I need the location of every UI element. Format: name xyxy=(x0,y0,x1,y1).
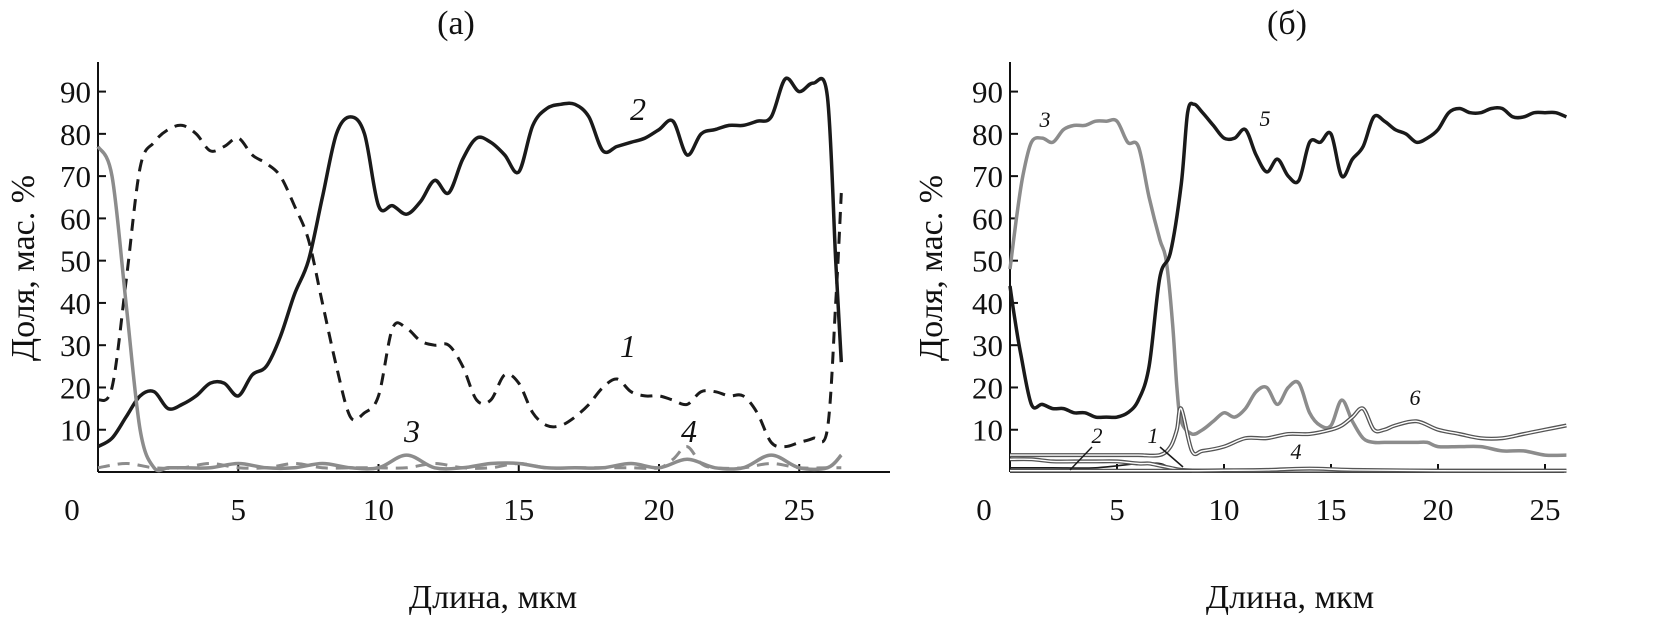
panel-a-axes xyxy=(97,62,890,473)
panel-b-series-5 xyxy=(1008,101,1568,420)
panel-b-x-axis-title: Длина, мкм xyxy=(1206,579,1374,616)
panel-b-y-tick-label: 60 xyxy=(972,201,1003,236)
panel-b-series-6-inner xyxy=(1010,407,1567,457)
panel-a-y-tick-label: 60 xyxy=(60,201,91,236)
panel-b-x-tick-label: 20 xyxy=(1423,492,1454,527)
panel-b-curve-label-5: 5 xyxy=(1260,106,1271,131)
panel-a-y-tick-label: 80 xyxy=(60,117,91,152)
panel-a-y-axis-title: Доля, мас. % xyxy=(5,175,42,361)
panel-b-curve-label-2: 2 xyxy=(1092,423,1103,448)
panel-b-label: (б) xyxy=(1267,5,1307,42)
panel-a-x-tick-label: 5 xyxy=(231,492,247,527)
panel-a-x-tick-label: 20 xyxy=(644,492,675,527)
panel-b-curve-label-3: 3 xyxy=(1039,107,1051,132)
panel-a-curve-label-1: 1 xyxy=(620,328,636,364)
panel-a-curve-label-3: 3 xyxy=(403,413,420,449)
panel-b-y-tick-label: 20 xyxy=(972,370,1003,405)
panel-b-x-tick-label: 15 xyxy=(1316,492,1347,527)
panel-b-x-tick-label: 5 xyxy=(1109,492,1125,527)
panel-b-curve-label-1: 1 xyxy=(1148,423,1159,448)
panel-a-x-tick-label: 25 xyxy=(784,492,815,527)
panel-a-series-4 xyxy=(97,445,842,470)
panel-a-curve-label-2: 2 xyxy=(630,91,646,127)
panel-a-y-tick-label: 10 xyxy=(60,413,91,448)
panel-b-series-3 xyxy=(1008,117,1567,458)
panel-a-label: (а) xyxy=(437,5,475,42)
panel-b-y-axis-title: Доля, мас. % xyxy=(913,175,950,361)
panel-b-curve-label-6: 6 xyxy=(1410,385,1421,410)
panel-a-x-axis-title: Длина, мкм xyxy=(409,579,577,616)
panel-a-x-tick-label: 15 xyxy=(503,492,534,527)
panel-b-curve-label-1-leader xyxy=(1159,446,1184,468)
panel-a-curve-label-4: 4 xyxy=(681,413,697,449)
panel-a-y-tick-label: 90 xyxy=(60,75,91,110)
panel-b-y-tick-label: 30 xyxy=(972,328,1003,363)
panel-b-curve-label-2-leader xyxy=(1069,446,1093,471)
panel-a-y-tick-label: 40 xyxy=(60,286,91,321)
panel-b-curve-label-4: 4 xyxy=(1291,439,1302,464)
chart-panel-a: (а) 0 5 10 15 20 25 10 20 30 40 50 60 70 80 90 Длина, … xyxy=(5,5,890,616)
panel-a-y-tick-label: 30 xyxy=(60,328,91,363)
panel-a-y-tick-label: 50 xyxy=(60,244,91,279)
panel-b-series xyxy=(1008,101,1568,473)
panel-b-y-tick-label: 70 xyxy=(972,159,1003,194)
panel-b-y-tick-label: 50 xyxy=(972,244,1003,279)
panel-b-x-tick-label: 10 xyxy=(1209,492,1240,527)
panel-b-x-tick-label: 0 xyxy=(976,492,992,527)
panel-a-series-2 xyxy=(97,76,844,449)
panel-a-x-tick-label: 0 xyxy=(64,492,80,527)
panel-a-y-tick-label: 20 xyxy=(60,370,91,405)
panel-a-series-1 xyxy=(96,123,843,449)
panel-b-y-tick-label: 90 xyxy=(972,75,1003,110)
panel-a-series-3 xyxy=(96,145,843,473)
panel-b-series-4-inner xyxy=(1010,467,1567,472)
panel-b-x-tick-label: 25 xyxy=(1530,492,1561,527)
panel-a-ticks: 0 5 10 15 20 25 10 20 30 40 50 60 70 80 90 xyxy=(60,75,815,527)
panel-b-y-tick-label: 40 xyxy=(972,286,1003,321)
panel-a-y-tick-label: 70 xyxy=(60,159,91,194)
panel-a-series xyxy=(96,76,844,473)
panel-b-y-tick-label: 10 xyxy=(972,413,1003,448)
panel-a-x-tick-label: 10 xyxy=(363,492,394,527)
panel-b-y-tick-label: 80 xyxy=(972,117,1003,152)
